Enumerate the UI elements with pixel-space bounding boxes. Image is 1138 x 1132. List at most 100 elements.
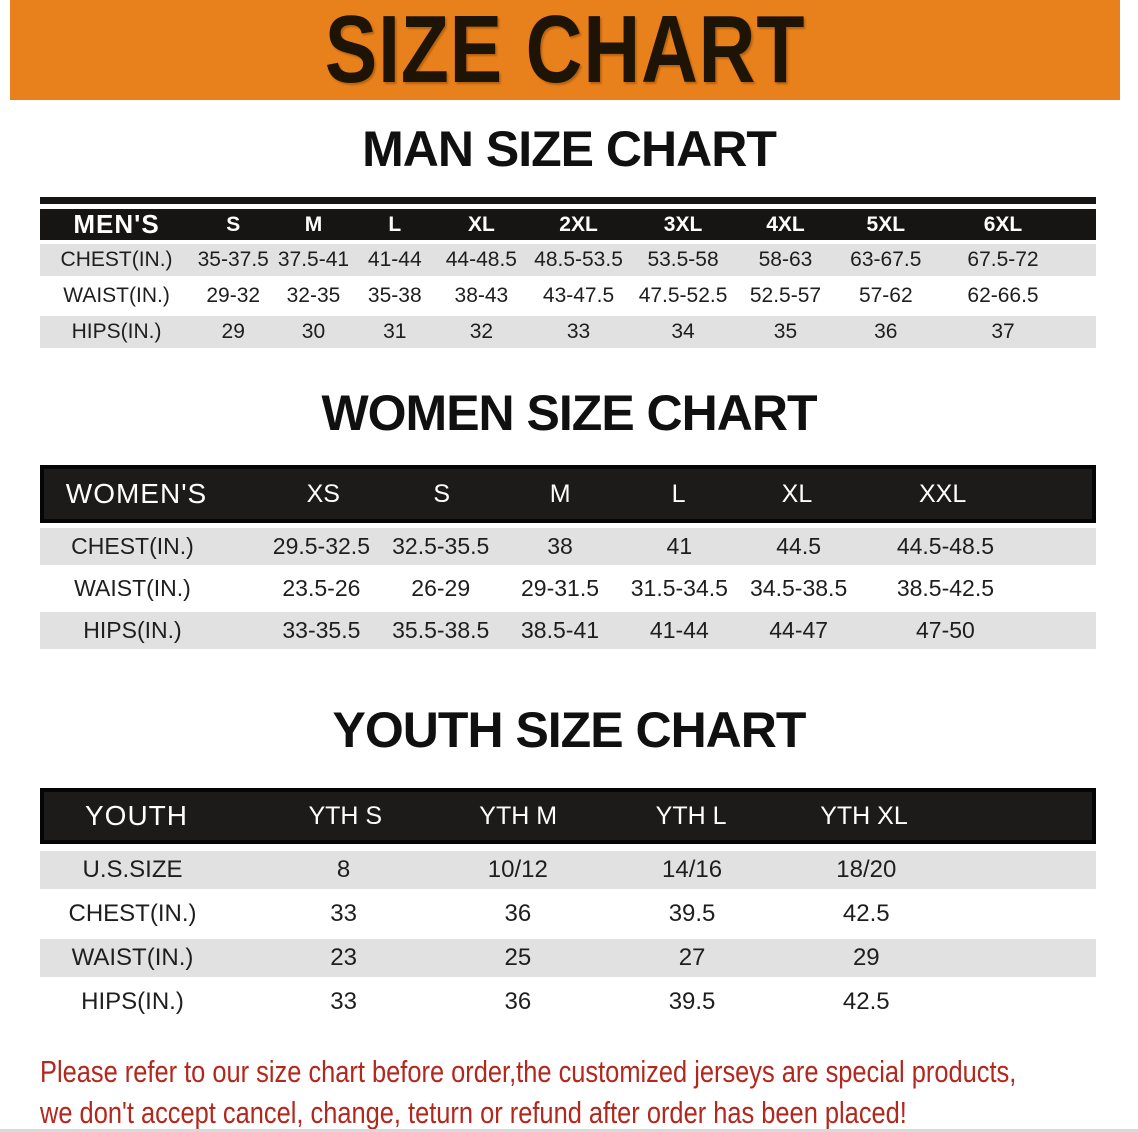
- size-value-cell: 36: [504, 900, 532, 927]
- row-label: HIPS(IN.): [71, 320, 162, 343]
- size-value-cell: 23.5-26: [282, 575, 361, 601]
- size-value-cell: 48.5-53.5: [534, 248, 623, 271]
- size-value-cell: 25: [504, 944, 532, 971]
- size-value-cell: 14/16: [662, 856, 723, 883]
- size-column-header: YTH S: [308, 801, 383, 830]
- size-column-header: YTH L: [655, 801, 727, 830]
- size-value-cell: 33: [566, 320, 591, 343]
- size-value-cell: 29.5-32.5: [272, 533, 370, 559]
- size-value-cell: 52.5-57: [749, 284, 822, 307]
- size-value-cell: 39.5: [668, 988, 716, 1015]
- table-row: HIPS(IN.) 29 30 31 32 33 34 35 36 37: [40, 316, 1096, 348]
- size-value-cell: 34.5-38.5: [750, 575, 848, 601]
- size-value-cell: 26-29: [411, 575, 471, 601]
- size-value-cell: 47-50: [916, 617, 975, 643]
- size-column-header: 6XL: [983, 212, 1023, 236]
- size-value-cell: 31: [383, 320, 407, 343]
- size-column-header: S: [433, 479, 451, 508]
- women-section-heading: WOMEN SIZE CHART: [321, 385, 817, 441]
- table-corner-label: YOUTH: [85, 800, 188, 831]
- size-column-header: S: [226, 212, 241, 236]
- size-value-cell: 35: [773, 320, 798, 343]
- table-header-row: WOMEN'S XS S M L XL XXL: [40, 465, 1096, 523]
- row-label: HIPS(IN.): [81, 988, 184, 1015]
- size-value-cell: 37: [991, 320, 1015, 343]
- size-value-cell: 31.5-34.5: [630, 575, 728, 601]
- table-row: WAIST(IN.) 29-32 32-35 35-38 38-43 43-47.5 47.…: [40, 280, 1096, 312]
- size-column-header: YTH M: [479, 801, 558, 830]
- men-section-heading: MAN SIZE CHART: [362, 121, 777, 177]
- size-column-header: 4XL: [766, 212, 805, 236]
- size-value-cell: 29: [221, 320, 245, 343]
- size-value-cell: 33: [330, 900, 357, 927]
- banner: SIZE CHART: [10, 0, 1120, 100]
- disclaimer: Please refer to our size chart before or…: [40, 1051, 1138, 1132]
- size-column-header: 2XL: [559, 212, 598, 236]
- size-value-cell: 32-35: [286, 284, 341, 307]
- size-value-cell: 62-66.5: [967, 284, 1039, 307]
- size-value-cell: 38.5-41: [521, 617, 600, 643]
- size-value-cell: 38: [547, 533, 573, 559]
- size-value-cell: 41-44: [367, 248, 422, 271]
- table-corner-label: MEN'S: [73, 209, 160, 239]
- table-row: HIPS(IN.) 33-35.5 35.5-38.5 38.5-41 41-44 44-…: [40, 612, 1096, 649]
- size-value-cell: 18/20: [836, 856, 897, 883]
- table-row: HIPS(IN.) 33 36 39.5 42.5: [40, 983, 1096, 1021]
- disclaimer-line-1: Please refer to our size chart before or…: [40, 1054, 1017, 1089]
- youth-size-section: YOUTH SIZE CHART YOUTH YTH S YTH M YTH L YTH…: [0, 705, 1138, 1021]
- row-label: WAIST(IN.): [63, 284, 170, 307]
- youth-size-table: YOUTH YTH S YTH M YTH L YTH XL U.S.SIZE 8 10/12…: [40, 788, 1096, 1021]
- size-column-header: YTH XL: [820, 801, 908, 830]
- size-column-header: XXL: [919, 479, 967, 508]
- table-row: WAIST(IN.) 23.5-26 26-29 29-31.5 31.5-34.5 34…: [40, 570, 1096, 607]
- size-value-cell: 39.5: [668, 900, 716, 927]
- table-row: U.S.SIZE 8 10/12 14/16 18/20: [40, 851, 1096, 889]
- row-label: U.S.SIZE: [82, 856, 183, 883]
- men-size-section: MAN SIZE CHART MEN'S S M L XL 2XL 3XL 4XL 5XL 6XL…: [0, 124, 1138, 348]
- size-value-cell: 44-47: [769, 617, 829, 643]
- image-bottom-edge-line: [0, 1129, 1138, 1132]
- size-value-cell: 27: [678, 944, 706, 971]
- table-header-row: MEN'S S M L XL 2XL 3XL 4XL 5XL 6XL: [40, 209, 1096, 240]
- size-value-cell: 38-43: [454, 284, 509, 307]
- size-column-header: XL: [467, 212, 495, 236]
- table-header-row: YOUTH YTH S YTH M YTH L YTH XL: [40, 788, 1096, 844]
- row-label: CHEST(IN.): [71, 533, 194, 559]
- table-row: CHEST(IN.) 29.5-32.5 32.5-35.5 38 41 44.5 44.5…: [40, 528, 1096, 565]
- size-value-cell: 58-63: [758, 248, 813, 271]
- women-size-table: WOMEN'S XS S M L XL XXL CHEST(IN.) 29.5-32.5 32.5…: [40, 465, 1096, 649]
- size-value-cell: 44-48.5: [445, 248, 517, 271]
- size-value-cell: 47.5-52.5: [638, 284, 728, 307]
- women-size-section: WOMEN SIZE CHART WOMEN'S XS S M L XL XXL CHEST(…: [0, 388, 1138, 649]
- table-row: WAIST(IN.) 23 25 27 29: [40, 939, 1096, 977]
- row-label: CHEST(IN.): [60, 248, 173, 271]
- table-row: CHEST(IN.) 33 36 39.5 42.5: [40, 895, 1096, 933]
- size-value-cell: 38.5-42.5: [896, 575, 995, 601]
- row-label: WAIST(IN.): [71, 944, 194, 971]
- youth-section-heading: YOUTH SIZE CHART: [332, 702, 807, 758]
- size-value-cell: 67.5-72: [967, 248, 1039, 271]
- size-value-cell: 37.5-41: [277, 248, 350, 271]
- row-label: WAIST(IN.): [74, 575, 191, 601]
- size-value-cell: 32.5-35.5: [392, 533, 490, 559]
- size-value-cell: 41-44: [649, 617, 709, 643]
- size-value-cell: 34: [671, 320, 695, 343]
- size-value-cell: 42.5: [842, 988, 890, 1015]
- table-corner-label: WOMEN'S: [65, 478, 208, 509]
- size-value-cell: 10/12: [487, 856, 548, 883]
- size-value-cell: 43-47.5: [542, 284, 615, 307]
- size-value-cell: 57-62: [858, 284, 913, 307]
- size-value-cell: 30: [301, 320, 326, 343]
- size-value-cell: 33: [330, 988, 357, 1015]
- size-value-cell: 41: [666, 533, 693, 559]
- size-column-header: XS: [306, 479, 340, 508]
- size-column-header: M: [549, 479, 571, 508]
- size-value-cell: 35-38: [367, 284, 422, 307]
- size-value-cell: 23: [330, 944, 357, 971]
- size-value-cell: 44.5-48.5: [896, 533, 995, 559]
- disclaimer-line-2: we don't accept cancel, change, teturn o…: [40, 1095, 907, 1130]
- size-value-cell: 33-35.5: [282, 617, 361, 643]
- size-column-header: 3XL: [663, 212, 703, 236]
- size-value-cell: 36: [874, 320, 898, 343]
- row-label: CHEST(IN.): [68, 900, 197, 927]
